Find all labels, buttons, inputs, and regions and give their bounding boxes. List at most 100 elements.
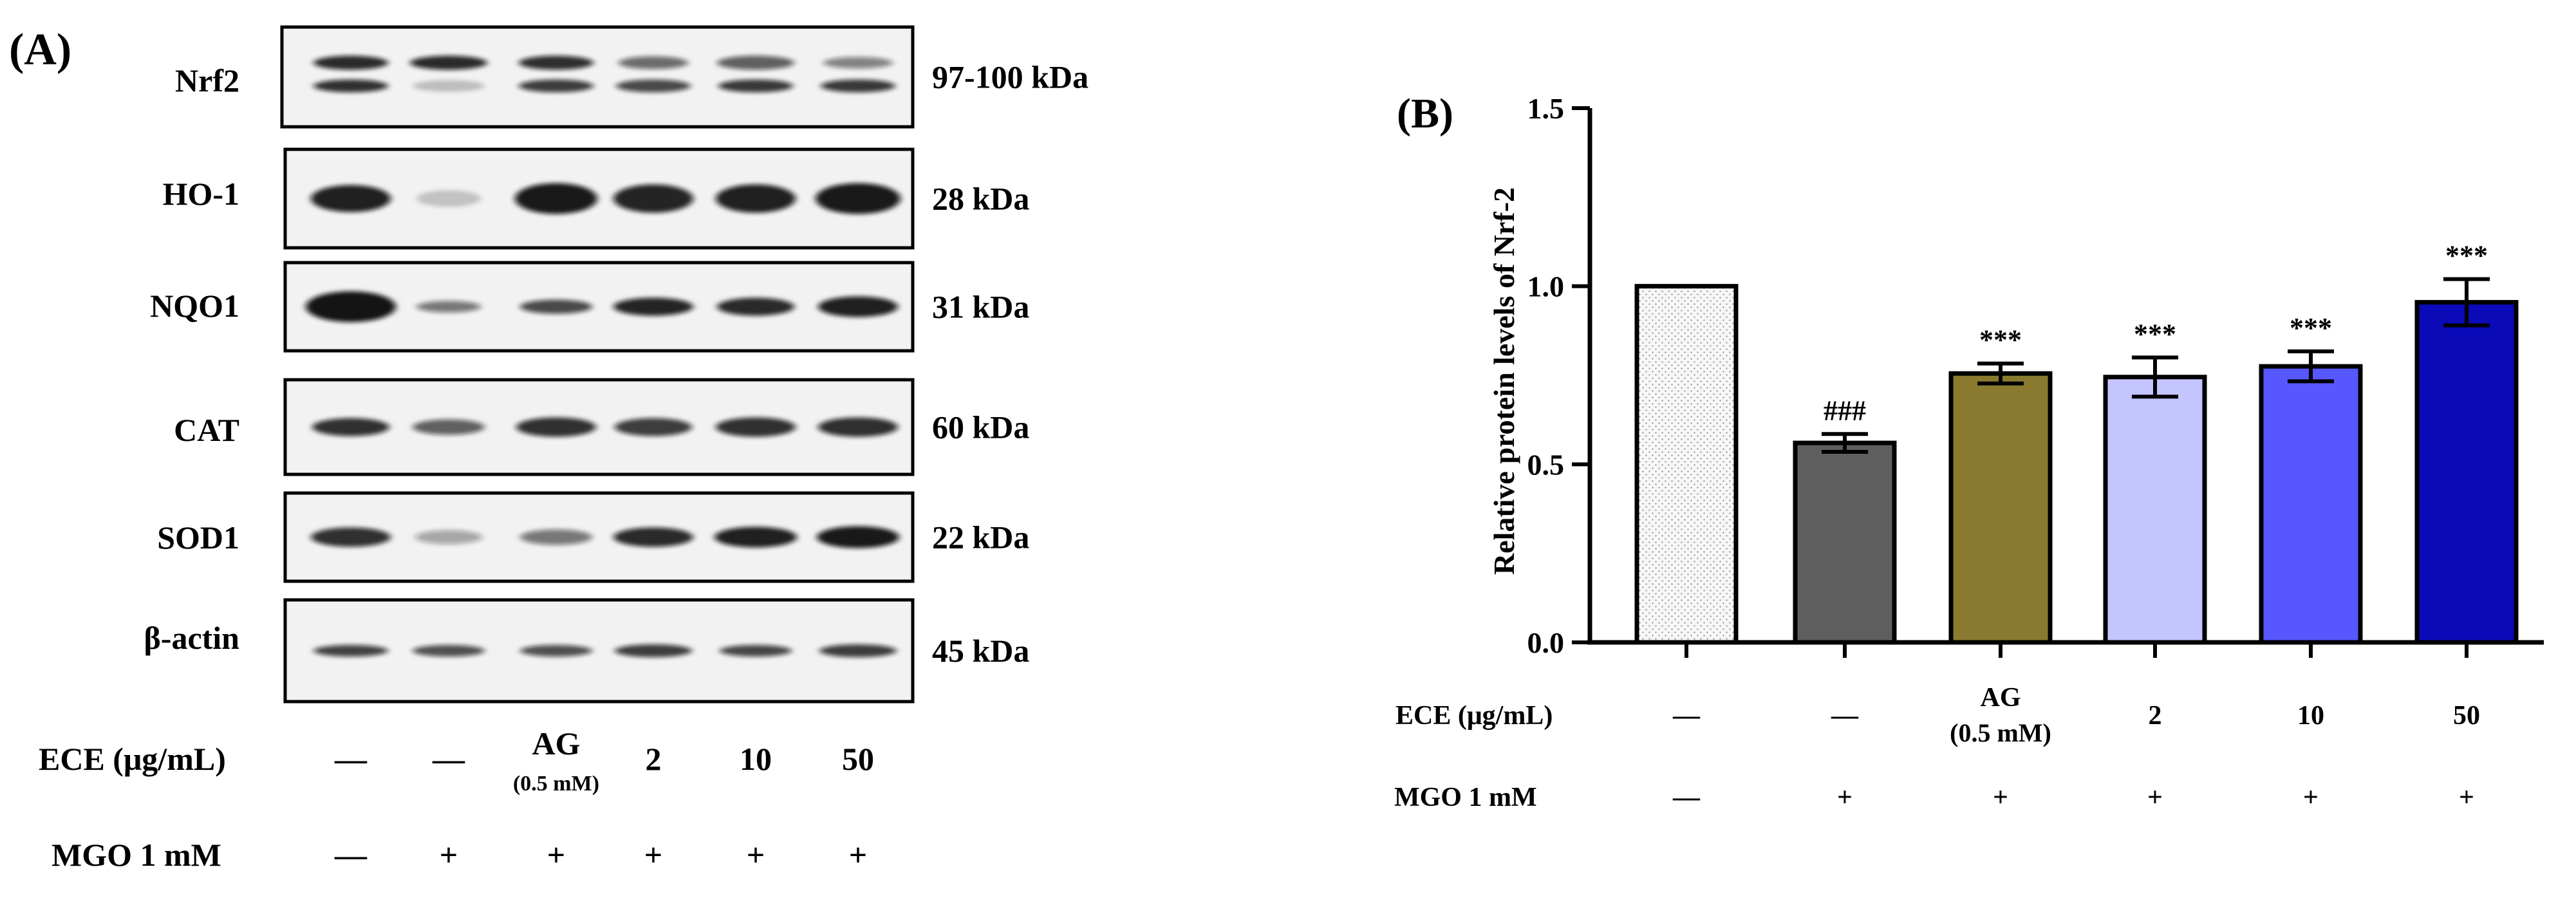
blot-band: [519, 55, 593, 70]
panel-b-bar-chart: (B) Relative protein levels of Nrf-2 0.0…: [1394, 90, 2544, 812]
panel-a-ece-label: ECE (μg/mL): [39, 741, 226, 777]
panel-a-label: (A): [9, 25, 71, 75]
blot-band: [717, 55, 794, 70]
blot-band: [416, 190, 481, 207]
blot-row: NQO1 31 kDa: [150, 261, 1029, 353]
blot-band: [818, 417, 898, 437]
blot-band: [613, 297, 693, 316]
panel-b-ag-concentration: (0.5 mM): [1950, 718, 2051, 747]
blot-band: [312, 418, 389, 436]
panel-b-ece-value: AG: [1981, 683, 2021, 713]
blot-band: [716, 417, 796, 437]
blot-protein-label: CAT: [174, 412, 239, 448]
blot-band: [816, 183, 901, 214]
panel-a-ece-value: —: [334, 741, 368, 777]
bar: [2103, 375, 2207, 645]
blot-band: [413, 80, 485, 92]
blot-band: [613, 184, 693, 213]
panel-a-ece-value: 50: [842, 741, 874, 777]
blot-molecular-weight: 60 kDa: [932, 409, 1029, 445]
blot-membrane: [285, 380, 913, 474]
bar: [2414, 300, 2519, 645]
blot-molecular-weight: 31 kDa: [932, 289, 1029, 325]
blot-band: [716, 184, 796, 213]
blot-band: [615, 418, 692, 436]
blot-row: β-actin 45 kDa: [144, 598, 1029, 704]
bar: [1948, 371, 2053, 645]
panel-a-mgo-value: +: [644, 837, 663, 873]
panel-a-mgo-value: +: [547, 837, 566, 873]
blot-molecular-weight: 45 kDa: [932, 633, 1029, 669]
panel-b-ece-label: ECE (μg/mL): [1395, 701, 1553, 731]
panel-a-mgo-label: MGO 1 mM: [51, 837, 221, 873]
blot-protein-label: HO-1: [163, 176, 239, 212]
panel-b-mgo-value: +: [1993, 783, 2008, 812]
panel-b-ece-value: 2: [2149, 701, 2162, 731]
y-tick-label: 0.5: [1527, 448, 1565, 481]
blot-band: [817, 526, 899, 548]
blot-band: [613, 527, 693, 547]
panel-b-mgo-value: +: [2303, 783, 2319, 812]
blot-band: [415, 530, 482, 545]
blot-band: [515, 183, 597, 214]
blot-band: [720, 645, 792, 657]
blot-frame: [283, 491, 915, 583]
blot-band: [520, 529, 592, 545]
blot-protein-label: β-actin: [144, 620, 239, 656]
blot-band: [416, 301, 481, 313]
blot-row: Nrf2 97-100 kDa: [175, 25, 1088, 129]
bar: [1793, 440, 1897, 645]
blot-row: SOD1 22 kDa: [157, 491, 1029, 583]
panel-b-treatment-table: ECE (μg/mL) MGO 1 mM — — AG (0.5 mM) 2 10 50 — +…: [1394, 683, 2480, 812]
blot-band: [823, 57, 893, 69]
significance-marker: ***: [2445, 240, 2488, 272]
blot-band: [313, 645, 388, 657]
blot-band: [413, 645, 485, 657]
panel-b-mgo-value: —: [1672, 783, 1701, 812]
panel-a-ece-value: —: [432, 741, 465, 777]
blot-band: [516, 417, 596, 437]
blot-frame: [283, 598, 915, 704]
blot-band: [519, 79, 593, 93]
blot-band: [821, 79, 895, 93]
blot-band: [819, 644, 897, 657]
blot-band: [311, 527, 391, 547]
panel-a-ece-value: 2: [646, 741, 662, 777]
blot-frame: [283, 378, 915, 476]
blot-protein-label: NQO1: [150, 288, 239, 324]
panel-a-mgo-value: +: [849, 837, 868, 873]
bar: [2259, 364, 2363, 645]
blot-band: [616, 79, 691, 93]
blot-frame: [283, 261, 915, 353]
blot-band: [714, 527, 797, 548]
panel-a-western-blot: (A) Nrf2 97-100 kDa HO-1 28 kDa NQO1 31 kDa CA…: [9, 25, 1088, 873]
blot-molecular-weight: 28 kDa: [932, 181, 1029, 217]
panel-b-label: (B): [1397, 90, 1453, 137]
panel-a-ece-value: AG: [532, 725, 581, 761]
blot-band: [306, 291, 396, 322]
panel-a-treatment-table: ECE (μg/mL) — — AG (0.5 mM) 2 10 50 MGO …: [39, 725, 874, 873]
blot-membrane: [282, 27, 913, 127]
blot-band: [717, 297, 794, 316]
blot-band: [615, 644, 692, 657]
blot-band: [520, 299, 592, 314]
blot-band: [313, 55, 388, 70]
blot-band: [818, 296, 898, 317]
blot-molecular-weight: 22 kDa: [932, 519, 1029, 555]
panel-b-ece-value: 50: [2453, 701, 2480, 731]
blot-protein-label: SOD1: [157, 519, 239, 555]
significance-marker: ***: [2134, 318, 2176, 350]
blot-frame: [280, 25, 915, 129]
panel-b-mgo-label: MGO 1 mM: [1394, 783, 1537, 812]
panel-b-ece-value: —: [1831, 701, 1859, 731]
bar: [1634, 284, 1739, 645]
blot-band: [311, 185, 391, 212]
significance-marker: ###: [1824, 395, 1866, 426]
blot-membrane: [285, 600, 913, 702]
y-tick-label: 1.5: [1527, 92, 1565, 125]
blot-molecular-weight: 97-100 kDa: [932, 59, 1088, 95]
panel-a-mgo-value: +: [440, 837, 458, 873]
panel-b-ece-value: —: [1672, 701, 1701, 731]
panel-b-mgo-value: +: [2147, 783, 2163, 812]
